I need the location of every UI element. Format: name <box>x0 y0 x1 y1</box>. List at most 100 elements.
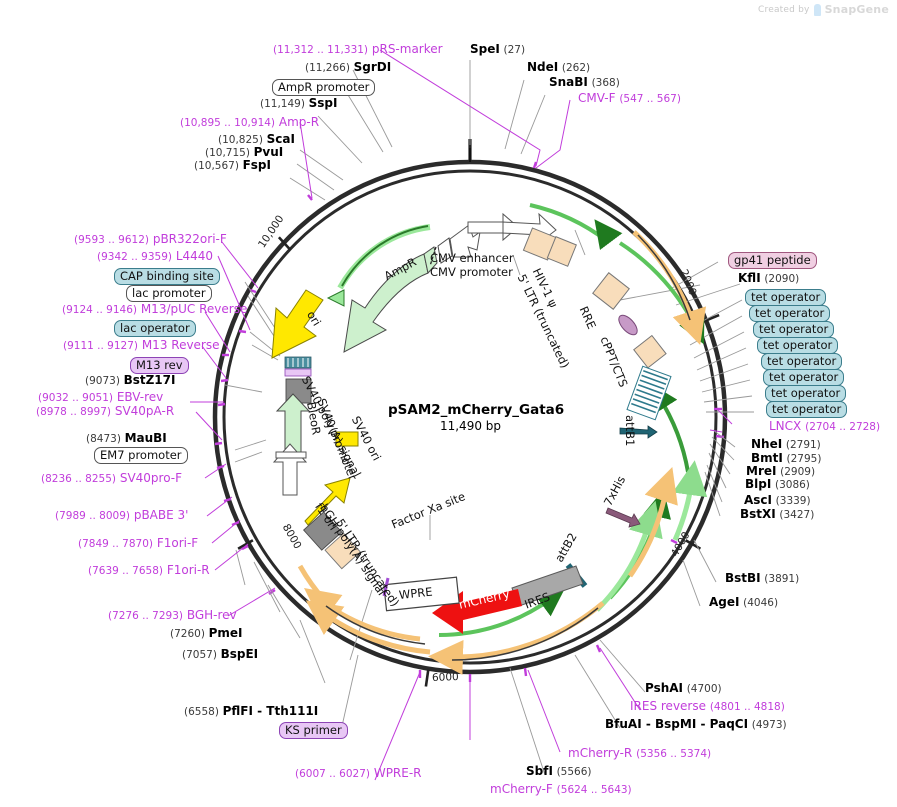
plasmid-name: pSAM2_mCherry_Gata6 <box>388 402 565 418</box>
label-sv40pro-f-range: (8236 .. 8255) <box>41 473 116 485</box>
label-kfli-pos: (2090) <box>764 273 800 285</box>
label-agei-name: AgeI <box>709 595 740 609</box>
label-ampr-promoter: AmpR promoter <box>272 79 376 97</box>
label-ires-reverse-name: IRES reverse <box>630 699 706 713</box>
label-lncx: LNCX (2704 .. 2728) <box>769 420 880 433</box>
label-ndei-name: NdeI <box>527 60 559 74</box>
label-pbr322ori-f-name: pBR322ori-F <box>152 232 227 246</box>
label-snabi: SnaBI (368) <box>549 76 620 89</box>
watermark-created-by: Created by <box>758 4 810 15</box>
label-mrei: MreI (2909) <box>746 465 815 478</box>
label-bgh-rev: (7276 .. 7293) BGH-rev <box>108 609 237 622</box>
snapgene-logo-icon <box>813 3 821 16</box>
label-sspi: (11,149) SspI <box>260 97 337 110</box>
label-f1ori-f-name: F1ori-F <box>156 536 199 550</box>
label-sspi-pos: (11,149) <box>260 98 305 110</box>
label-tet-operator-7: tet operator <box>765 385 847 403</box>
label-bmti: BmtI (2795) <box>751 452 821 465</box>
label-pvui: (10,715) PvuI <box>205 146 283 159</box>
attb1-feature <box>619 425 658 439</box>
ampr-arrow <box>326 224 453 353</box>
label-sv40pa-r-name: SV40pA-R <box>114 404 175 418</box>
ltr-boxes <box>522 227 667 369</box>
label-bstxi-name: BstXI <box>740 507 776 521</box>
label-pshai-pos: (4700) <box>686 683 722 695</box>
seven-his-feature <box>605 507 641 528</box>
label-m13-rev: M13 rev <box>130 357 189 375</box>
label-f1ori-r-range: (7639 .. 7658) <box>88 565 163 577</box>
label-bgh-rev-name: BGH-rev <box>186 608 237 622</box>
label-mcherry-r-range: (5356 .. 5374) <box>636 748 712 760</box>
feature-attb1: attB1 <box>623 415 637 447</box>
label-sv40pa-r: (8978 .. 8997) SV40pA-R <box>36 405 174 418</box>
label-mcherry-r: mCherry-R (5356 .. 5374) <box>568 747 711 760</box>
label-pbabe-3prime: (7989 .. 8009) pBABE 3' <box>55 509 188 522</box>
label-blpi-name: BlpI <box>745 477 772 491</box>
label-prs-marker-range: (11,312 .. 11,331) <box>273 44 369 56</box>
label-sv40pa-r-range: (8978 .. 8997) <box>36 406 111 418</box>
label-scai: (10,825) ScaI <box>218 133 295 146</box>
label-bstz17i-pos: (9073) <box>85 375 120 387</box>
label-tet-operator-6: tet operator <box>763 369 845 387</box>
label-bstz17i-name: BstZ17I <box>123 373 176 387</box>
tick-label-6000: 6000 <box>431 671 459 684</box>
label-f1ori-f-range: (7849 .. 7870) <box>78 538 153 550</box>
label-bstz17i: (9073) BstZ17I <box>85 374 175 387</box>
label-sgrdi-name: SgrDI <box>353 60 392 74</box>
label-snabi-name: SnaBI <box>549 75 588 89</box>
label-bspei-name: BspEI <box>220 647 259 661</box>
snapgene-watermark: Created by SnapGene <box>758 3 889 16</box>
label-mcherry-f: mCherry-F (5624 .. 5643) <box>490 783 632 796</box>
label-ires-reverse-range: (4801 .. 4818) <box>709 701 785 713</box>
tet-operator-block <box>626 365 672 421</box>
label-sgrdi: (11,266) SgrDI <box>305 61 391 74</box>
label-tet-operator-8: tet operator <box>766 401 848 419</box>
label-ires-reverse: IRES reverse (4801 .. 4818) <box>630 700 785 713</box>
label-tet-operator-3: tet operator <box>753 321 835 339</box>
label-maubi-name: MauBI <box>124 431 167 445</box>
label-cmv-f: CMV-F (547 .. 567) <box>578 92 681 105</box>
label-cmv-f-name: CMV-F <box>578 91 616 105</box>
label-asci-pos: (3339) <box>775 495 811 507</box>
label-l4440: (9342 .. 9359) L4440 <box>97 250 213 263</box>
label-pbr322ori-f-range: (9593 .. 9612) <box>74 234 149 246</box>
label-gp41-peptide: gp41 peptide <box>728 252 817 270</box>
label-bstxi-pos: (3427) <box>779 509 815 521</box>
label-pflfi-tth111i-name: PflFI - Tth111I <box>222 704 319 718</box>
label-f1ori-f: (7849 .. 7870) F1ori-F <box>78 537 198 550</box>
label-agei-pos: (4046) <box>743 597 779 609</box>
label-bstbi-pos: (3891) <box>764 573 800 585</box>
label-tet-operator-2: tet operator <box>749 305 831 323</box>
label-m13-puc-reverse-name: M13/pUC Reverse <box>140 302 248 316</box>
label-pbr322ori-f: (9593 .. 9612) pBR322ori-F <box>74 233 227 246</box>
label-mrei-pos: (2909) <box>780 466 816 478</box>
label-kfli: KflI (2090) <box>738 272 799 285</box>
label-sgrdi-pos: (11,266) <box>305 62 350 74</box>
label-wpre-r-range: (6007 .. 6027) <box>295 768 370 780</box>
label-mrei-name: MreI <box>746 464 777 478</box>
label-sbfi: SbfI (5566) <box>526 765 592 778</box>
label-bfuai-bspmi-paqci: BfuAI - BspMI - PaqCI (4973) <box>605 718 787 731</box>
label-sv40pro-f-name: SV40pro-F <box>119 471 183 485</box>
label-f1ori-r-name: F1ori-R <box>166 563 210 577</box>
label-bstbi: BstBI (3891) <box>725 572 799 585</box>
label-scai-name: ScaI <box>266 132 295 146</box>
label-bmti-name: BmtI <box>751 451 783 465</box>
label-pmei-name: PmeI <box>208 626 243 640</box>
label-blpi-pos: (3086) <box>774 479 810 491</box>
label-bspei-pos: (7057) <box>182 649 217 661</box>
watermark-brand: SnapGene <box>824 3 889 16</box>
label-scai-pos: (10,825) <box>218 134 263 146</box>
label-lac-promoter: lac promoter <box>126 285 212 303</box>
label-pshai-name: PshAI <box>645 681 684 695</box>
label-pvui-name: PvuI <box>253 145 284 159</box>
label-bfuai-bspmi-paqci-name: BfuAI - BspMI - PaqCI <box>605 717 749 731</box>
label-sv40pro-f: (8236 .. 8255) SV40pro-F <box>41 472 182 485</box>
label-bgh-rev-range: (7276 .. 7293) <box>108 610 183 622</box>
label-kfli-name: KflI <box>738 271 761 285</box>
left-interior-features <box>271 289 361 570</box>
label-prs-marker: (11,312 .. 11,331) pRS-marker <box>273 43 443 56</box>
label-cap-binding-site: CAP binding site <box>114 268 220 286</box>
label-spei-name: SpeI <box>470 42 500 56</box>
